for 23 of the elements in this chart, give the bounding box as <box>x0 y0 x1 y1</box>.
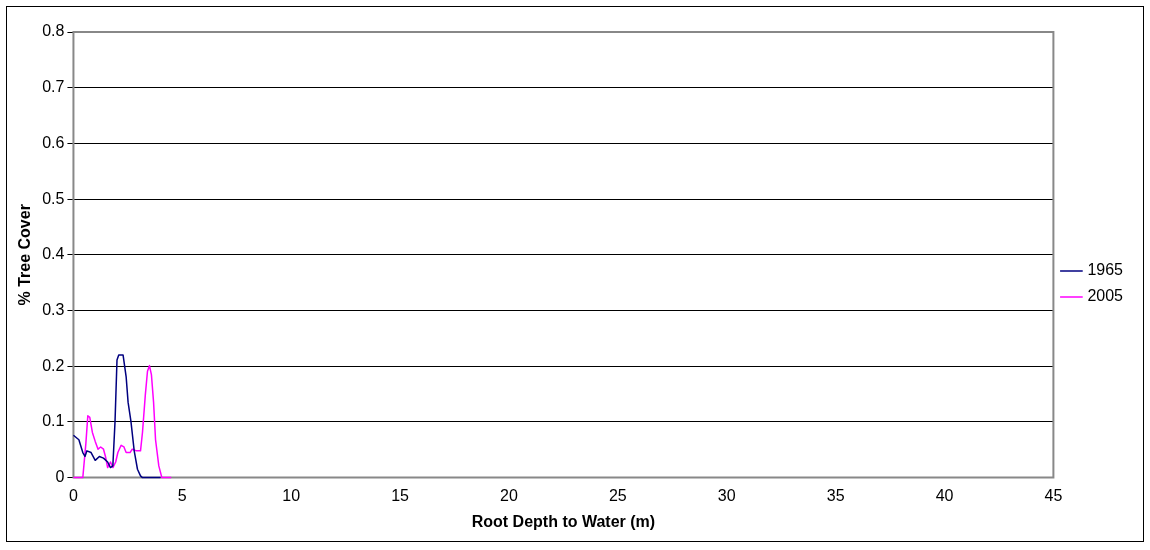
y-tick-label: 0.1 <box>42 412 65 430</box>
x-tick-label: 10 <box>282 486 301 504</box>
y-tick-label: 0.8 <box>42 22 65 40</box>
x-tick-label: 20 <box>500 486 518 504</box>
x-tick-label: 35 <box>826 486 845 504</box>
y-axis-title: % Tree Cover <box>16 204 34 306</box>
legend-label: 2005 <box>1087 287 1124 305</box>
y-tick-label: 0.2 <box>42 356 65 374</box>
x-tick-label: 0 <box>68 486 78 504</box>
y-tick-label: 0.4 <box>42 245 65 263</box>
x-tick-label: 15 <box>391 486 410 504</box>
x-tick-label: 5 <box>177 486 187 504</box>
x-tick-label: 30 <box>717 486 736 504</box>
y-tick-label: 0.7 <box>42 78 65 96</box>
x-tick-label: 40 <box>935 486 954 504</box>
x-axis-title: Root Depth to Water (m) <box>471 512 656 530</box>
y-tick-label: 0.6 <box>42 133 65 151</box>
x-tick-label: 45 <box>1044 486 1063 504</box>
y-tick-label: 0.3 <box>42 300 65 318</box>
y-tick-label: 0.5 <box>42 189 65 207</box>
x-tick-label: 25 <box>608 486 627 504</box>
y-tick-label: 0 <box>55 468 65 486</box>
legend-label: 1965 <box>1087 261 1124 279</box>
